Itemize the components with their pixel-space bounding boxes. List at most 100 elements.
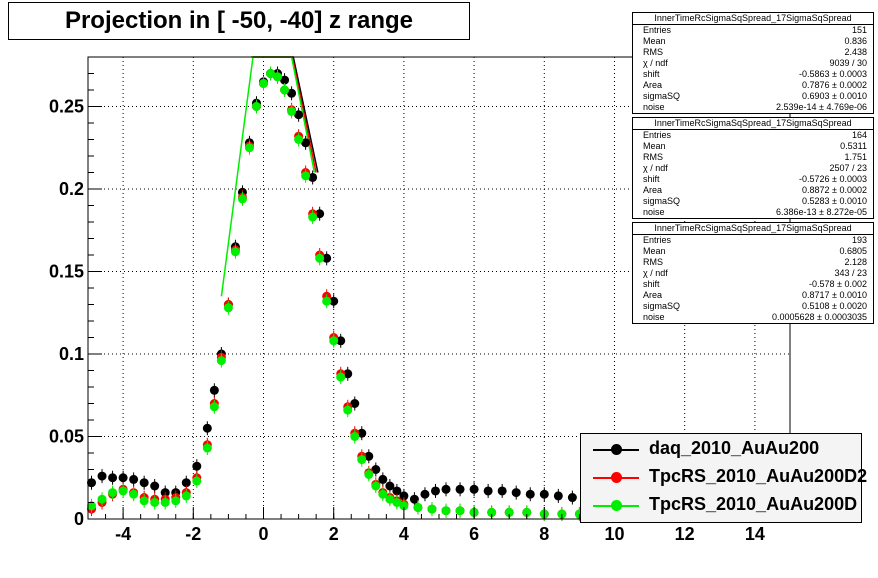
- data-point: [413, 502, 423, 512]
- stats-key: Mean: [643, 246, 666, 256]
- x-tick-label: 2: [329, 524, 339, 544]
- data-point: [266, 69, 276, 78]
- data-point: [87, 478, 97, 488]
- stats-value: 0.5108 ± 0.0020: [802, 301, 867, 311]
- stats-row: RMS 2.128: [643, 257, 867, 268]
- data-point: [160, 498, 170, 507]
- stats-key: RMS: [643, 47, 663, 57]
- data-point: [294, 135, 304, 144]
- stats-row: sigmaSQ 0.5283 ± 0.0010: [643, 196, 867, 207]
- data-point: [237, 194, 247, 204]
- legend-label: daq_2010_AuAu200: [649, 438, 820, 458]
- data-point: [280, 75, 290, 85]
- legend-label: TpcRS_2010_AuAu200D: [649, 494, 858, 514]
- stats-key: χ / ndf: [643, 58, 668, 68]
- stats-value: 6.386e-13 ± 8.272e-05: [775, 207, 867, 217]
- stats-key: Area: [643, 185, 663, 195]
- stats-box-2: InnerTimeRcSigmaSqSpread_17SigmaSqSpread…: [632, 117, 874, 219]
- data-point: [441, 484, 451, 494]
- stats-value: 0.7876 ± 0.0002: [802, 80, 867, 90]
- data-point: [322, 296, 332, 306]
- stats-key: Entries: [643, 25, 672, 35]
- stats-value: 0.6903 ± 0.0010: [802, 91, 867, 101]
- data-point: [139, 496, 149, 506]
- stats-value: 2.539e-14 ± 4.769e-06: [775, 102, 867, 112]
- stats-value: -0.5863 ± 0.0003: [799, 69, 867, 79]
- stats-value: -0.5726 ± 0.0003: [799, 174, 867, 184]
- data-point: [441, 506, 451, 516]
- stats-key: noise: [643, 207, 665, 217]
- data-point: [308, 172, 318, 182]
- x-tick-label: 12: [675, 524, 695, 544]
- stats-row: shift -0.5863 ± 0.0003: [643, 69, 867, 80]
- data-point: [455, 484, 465, 494]
- stats-value: 2.128: [844, 257, 867, 267]
- stats-key: Area: [643, 80, 663, 90]
- data-point: [108, 473, 118, 483]
- stats-key: Area: [643, 290, 663, 300]
- stats-value: 9039 / 30: [829, 58, 867, 68]
- x-tick-label: 8: [539, 524, 549, 544]
- data-series: [87, 66, 591, 522]
- legend-marker-tpcrs-d2: [611, 472, 622, 483]
- x-tick-label: 0: [258, 524, 268, 544]
- data-point: [244, 143, 254, 153]
- x-tick-label: -2: [185, 524, 201, 544]
- stats-key: RMS: [643, 257, 663, 267]
- legend-item-tpcrs-d2: TpcRS_2010_AuAu200D2: [581, 463, 867, 491]
- stats-key: sigmaSQ: [643, 91, 681, 101]
- stats-key: Entries: [643, 130, 672, 140]
- y-tick-label: 0.2: [59, 179, 84, 199]
- legend-item-daq: daq_2010_AuAu200: [581, 435, 861, 463]
- data-point: [336, 372, 346, 382]
- data-point: [287, 106, 297, 116]
- stats-value: 0.5283 ± 0.0010: [802, 196, 867, 206]
- legend: daq_2010_AuAu200 TpcRS_2010_AuAu200D2 Tp…: [580, 433, 867, 523]
- data-point: [287, 88, 297, 98]
- data-point: [150, 498, 160, 507]
- data-point: [97, 494, 107, 504]
- data-point: [118, 486, 128, 496]
- data-point: [378, 474, 388, 484]
- stats-row: shift -0.5726 ± 0.0003: [643, 174, 867, 185]
- stats-row: Area 0.8717 ± 0.0010: [643, 290, 867, 301]
- stats-key: sigmaSQ: [643, 301, 681, 311]
- stats-value: 0.8717 ± 0.0010: [802, 290, 867, 300]
- data-point: [171, 496, 181, 506]
- stats-value: 2507 / 23: [829, 163, 867, 173]
- data-point: [329, 336, 339, 346]
- stats-box-1: InnerTimeRcSigmaSqSpread_17SigmaSqSpread…: [632, 12, 874, 114]
- data-point: [343, 369, 353, 379]
- stats-row: RMS 2.438: [643, 47, 867, 58]
- stats-key: Entries: [643, 235, 672, 245]
- stats-row: RMS 1.751: [643, 152, 867, 163]
- data-point: [567, 493, 577, 503]
- data-point: [308, 212, 318, 222]
- data-point: [108, 488, 118, 498]
- stats-value: 193: [851, 235, 867, 245]
- legend-marker-daq: [611, 444, 622, 455]
- stats-value: 0.836: [844, 36, 867, 46]
- stats-row: χ / ndf 343 / 23: [643, 268, 867, 279]
- data-point: [202, 423, 212, 433]
- data-point: [504, 507, 514, 517]
- data-point: [202, 443, 212, 453]
- data-point: [553, 491, 563, 501]
- data-point: [301, 138, 311, 148]
- data-point: [259, 78, 268, 88]
- data-point: [315, 253, 325, 263]
- x-tick-label: 10: [604, 524, 624, 544]
- data-point: [497, 486, 507, 496]
- x-tick-label: 4: [399, 524, 409, 544]
- data-point: [364, 451, 374, 461]
- stats-value: 343 / 23: [834, 268, 867, 278]
- stats-value: 0.0005628 ± 0.0003035: [771, 312, 867, 322]
- data-point: [357, 428, 367, 438]
- data-point: [371, 481, 381, 491]
- stats-row: Area 0.8872 ± 0.0002: [643, 185, 867, 196]
- stats-key: noise: [643, 102, 665, 112]
- data-point: [315, 209, 325, 219]
- legend-item-tpcrs-d: TpcRS_2010_AuAu200D: [581, 491, 861, 519]
- stats-header: InnerTimeRcSigmaSqSpread_17SigmaSqSpread: [633, 118, 873, 130]
- data-point: [539, 489, 549, 499]
